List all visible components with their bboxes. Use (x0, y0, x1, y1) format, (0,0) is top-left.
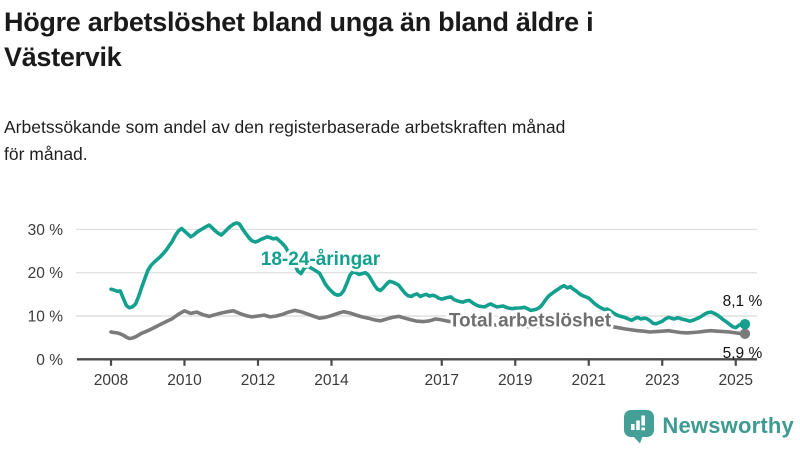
series-end-value-label: 5,9 % (723, 345, 763, 362)
x-axis-tick-label: 2012 (241, 372, 275, 389)
bar-chart-pin-icon (624, 410, 655, 444)
title-line-1: Högre arbetslöshet bland unga än bland ä… (4, 7, 594, 37)
newsworthy-logo-text: Newsworthy (662, 413, 794, 438)
y-axis-tick-label: 0 % (36, 352, 63, 369)
subtitle-line-1: Arbetssökande som andel av den registerb… (4, 117, 566, 137)
y-axis-tick-label: 20 % (28, 265, 64, 282)
y-axis-tick-label: 30 % (28, 222, 64, 239)
series-label: Total arbetslöshet (449, 310, 612, 331)
y-axis-tick-label: 10 % (28, 309, 64, 326)
series-end-dot (739, 319, 751, 330)
series-end-value-label: 8,1 % (723, 293, 763, 310)
subtitle-line-2: för månad. (4, 144, 88, 164)
newsworthy-logo: Newsworthy (623, 406, 794, 446)
x-axis-tick-label: 2008 (94, 372, 128, 389)
x-axis-tick-label: 2017 (425, 372, 459, 389)
x-axis-tick-label: 2014 (314, 372, 349, 389)
x-axis-tick-label: 2019 (498, 372, 532, 389)
x-axis-tick-label: 2023 (645, 372, 679, 389)
series-end-dot (739, 328, 751, 339)
series-line-youth (109, 221, 747, 330)
chart-subtitle: Arbetssökande som andel av den registerb… (4, 114, 565, 168)
x-axis-tick-label: 2025 (719, 372, 753, 389)
x-axis-tick-label: 2021 (572, 372, 606, 389)
series-line-total (109, 308, 747, 341)
x-axis-tick-label: 2010 (167, 372, 202, 389)
page-title: Högre arbetslöshet bland unga än bland ä… (4, 5, 594, 75)
series-label: 18-24-åringar (261, 249, 381, 270)
title-line-2: Västervik (4, 42, 122, 72)
